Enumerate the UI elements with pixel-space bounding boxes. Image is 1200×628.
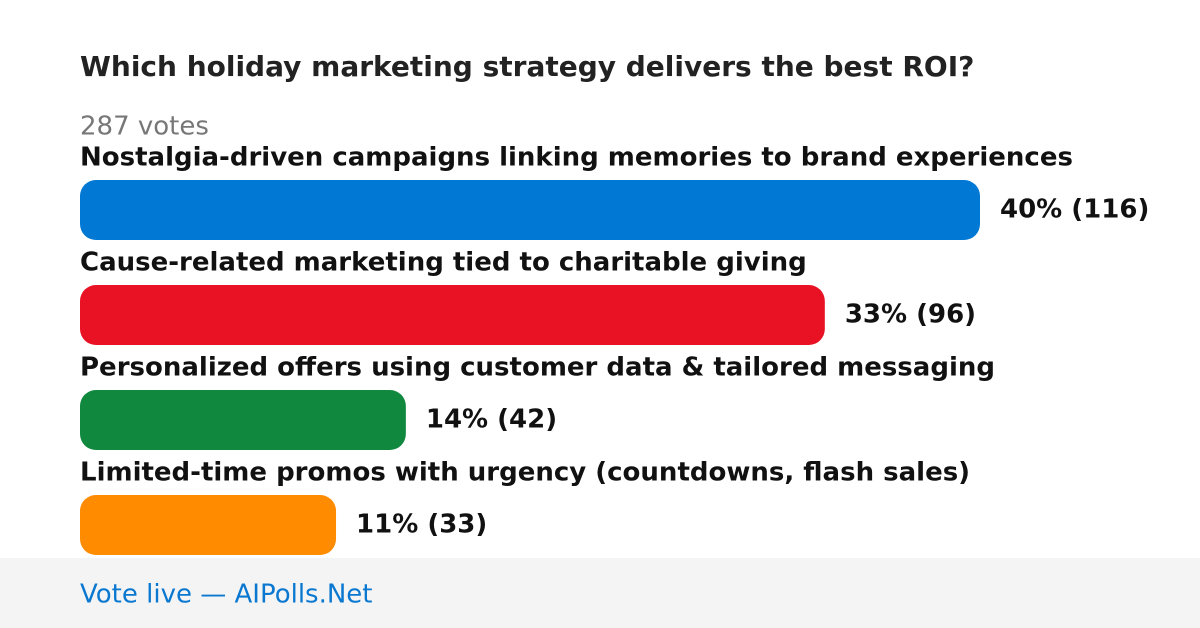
- bar: [80, 390, 406, 450]
- bar: [80, 285, 825, 345]
- bar: [80, 180, 980, 240]
- option-label: Nostalgia-driven campaigns linking memor…: [80, 143, 1073, 173]
- footer-link[interactable]: Vote live — AIPolls.Net: [80, 580, 373, 610]
- bar: [80, 495, 337, 555]
- vote-count: 287 votes: [80, 112, 209, 142]
- value-label: 11% (33): [356, 510, 487, 540]
- value-label: 40% (116): [1000, 195, 1149, 225]
- option-label: Personalized offers using customer data …: [80, 353, 995, 383]
- poll-title: Which holiday marketing strategy deliver…: [80, 50, 974, 83]
- footer-band: [0, 558, 1200, 628]
- option-label: Limited-time promos with urgency (countd…: [80, 458, 970, 488]
- value-label: 33% (96): [845, 300, 976, 330]
- option-label: Cause-related marketing tied to charitab…: [80, 248, 807, 278]
- value-label: 14% (42): [426, 405, 557, 435]
